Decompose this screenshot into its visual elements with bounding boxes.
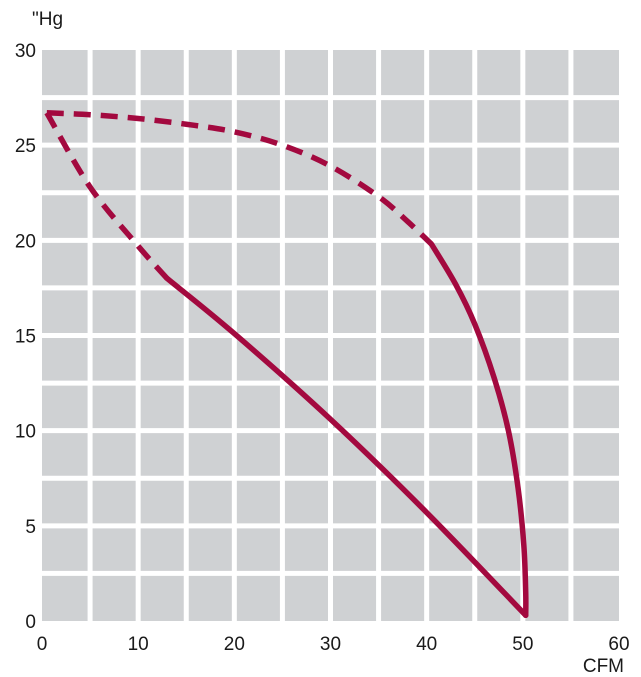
y-tick-label: 0 xyxy=(25,612,36,633)
grid xyxy=(42,50,619,621)
y-tick-label: 30 xyxy=(15,41,36,62)
series-1-solid-segment xyxy=(428,241,529,619)
x-tick-label: 0 xyxy=(37,634,48,655)
x-axis-unit: CFM xyxy=(583,656,624,677)
x-tick-label: 40 xyxy=(416,634,437,655)
x-tick-label: 20 xyxy=(224,634,245,655)
y-axis-unit: "Hg xyxy=(32,9,63,30)
x-tick-label: 30 xyxy=(320,634,341,655)
x-tick-label: 10 xyxy=(128,634,149,655)
series-1-dashed-segment xyxy=(46,110,434,247)
x-tick-label: 60 xyxy=(608,634,629,655)
series-2-dashed-segment xyxy=(44,111,170,281)
y-tick-label: 15 xyxy=(15,327,36,348)
y-tick-label: 25 xyxy=(15,136,36,157)
y-tick-label: 5 xyxy=(25,517,36,538)
x-axis-ticks: 0 10 20 30 40 50 60 xyxy=(37,634,630,655)
series-2-solid-segment xyxy=(164,275,529,619)
x-tick-label: 50 xyxy=(512,634,533,655)
curves xyxy=(44,110,529,619)
y-axis-ticks: 0 5 10 15 20 25 30 xyxy=(15,41,36,633)
y-tick-label: 10 xyxy=(15,422,36,443)
y-tick-label: 20 xyxy=(15,231,36,252)
